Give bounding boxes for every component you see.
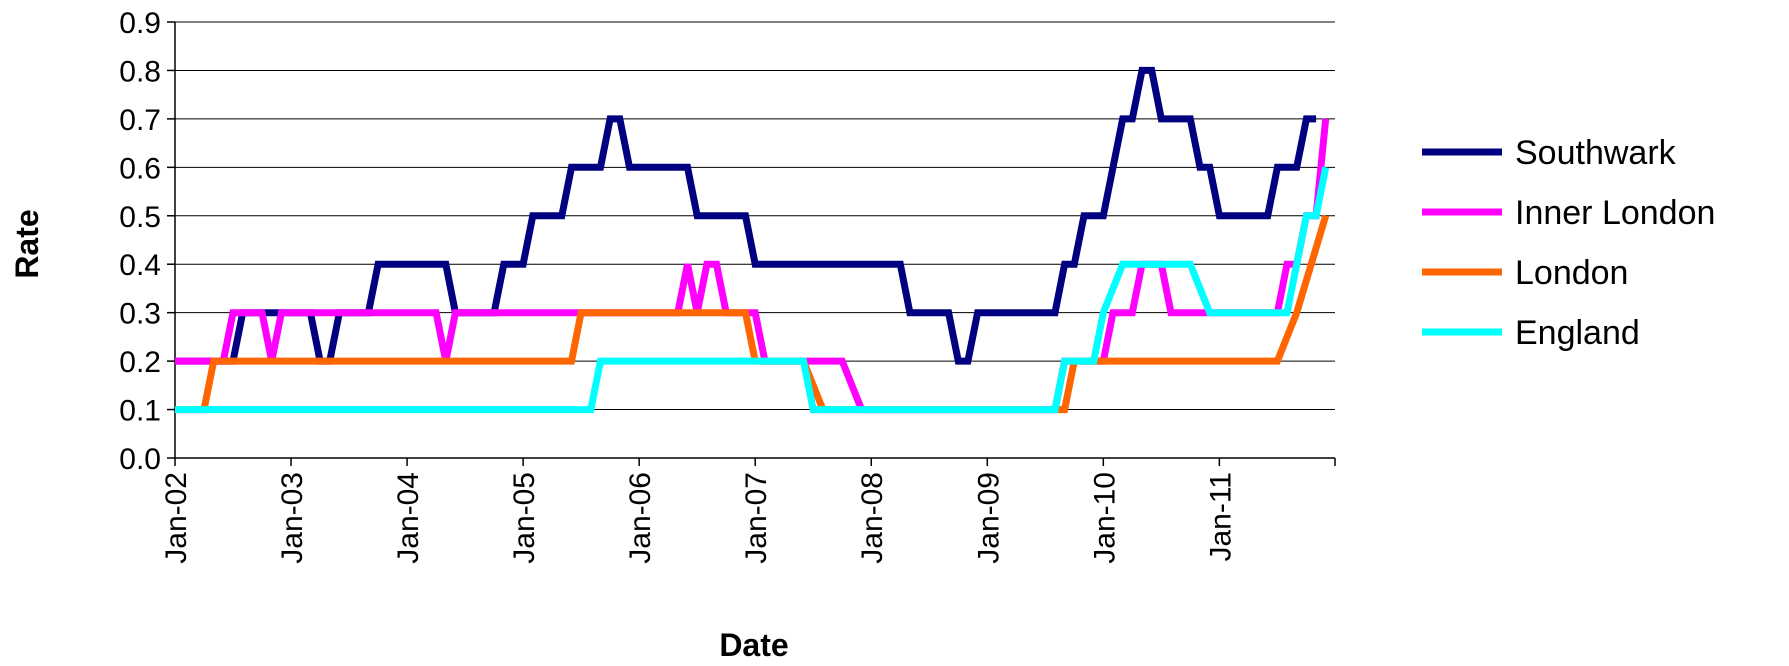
y-axis-title: Rate <box>9 209 45 278</box>
x-tick-label: Jan-10 <box>1088 472 1121 564</box>
y-tick-label: 0.3 <box>119 298 161 331</box>
legend-label: Inner London <box>1515 194 1715 232</box>
y-tick-label: 0.9 <box>119 7 161 40</box>
y-tick-label: 0.4 <box>119 249 161 282</box>
legend-label: Southwark <box>1515 134 1677 172</box>
x-tick-label: Jan-09 <box>972 472 1005 564</box>
series-line-england <box>175 166 1330 414</box>
x-tick-label: Jan-06 <box>624 472 657 564</box>
legend: Southwark Inner London London England <box>1422 134 1715 352</box>
legend-label: London <box>1515 254 1628 292</box>
x-tick-label: Jan-07 <box>740 472 773 564</box>
axes: 0.0 0.1 0.2 0.3 0.4 0.5 0.6 0.7 0.8 0.9 Jan-02 Jan-… <box>119 7 1336 564</box>
legend-label: England <box>1515 314 1640 352</box>
y-tick-label: 0.1 <box>119 395 161 428</box>
y-tick-label: 0.6 <box>119 152 161 185</box>
x-tick-label: Jan-04 <box>392 472 425 564</box>
x-tick-label: Jan-03 <box>276 472 309 564</box>
y-tick-label: 0.5 <box>119 201 161 234</box>
series-line-southwark <box>175 66 1317 365</box>
x-tick-label: Jan-08 <box>856 472 889 564</box>
x-axis-title: Date <box>719 627 788 663</box>
series-lines <box>175 66 1330 414</box>
x-tick-label: Jan-02 <box>160 472 193 564</box>
x-tick-label: Jan-05 <box>508 472 541 564</box>
y-tick-label: 0.8 <box>119 55 161 88</box>
y-tick-label: 0.7 <box>119 104 161 137</box>
x-tick-label: Jan-11 <box>1204 472 1237 562</box>
y-tick-label: 0.2 <box>119 346 161 379</box>
y-tick-label: 0.0 <box>119 443 161 476</box>
